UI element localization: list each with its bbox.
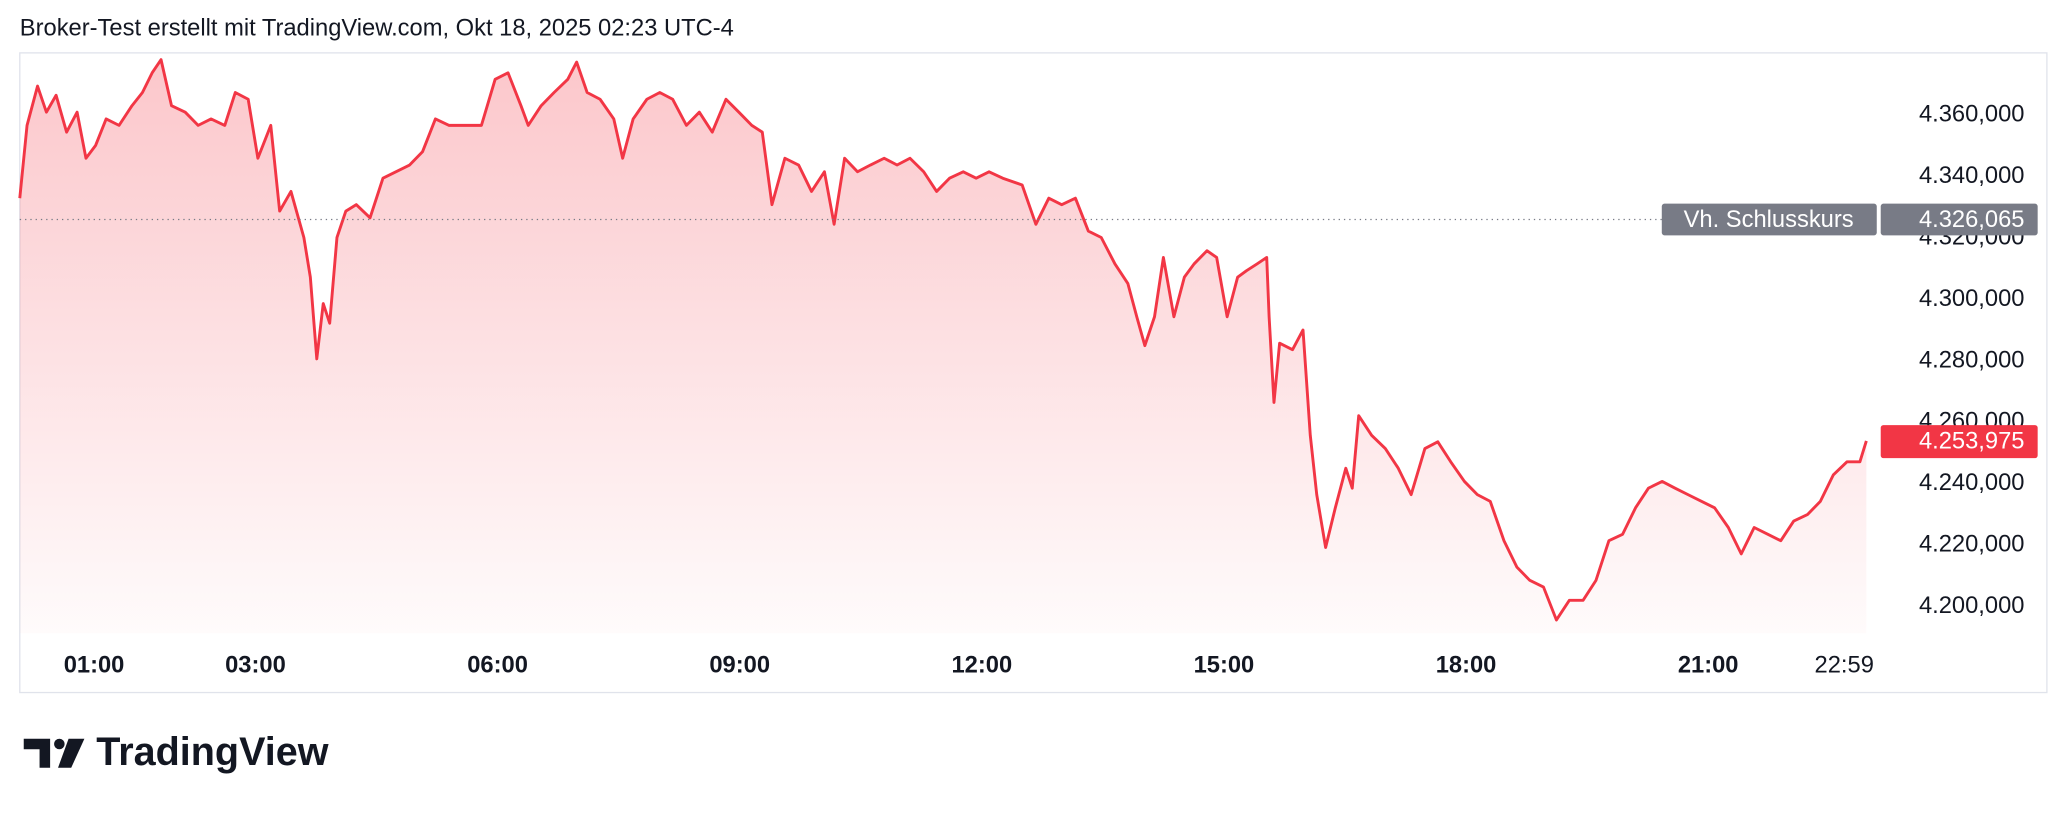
last-price-label: 4.253,975 — [1919, 429, 2025, 455]
x-tick-label: 01:00 — [64, 652, 125, 678]
x-tick-label: 15:00 — [1194, 652, 1255, 678]
x-tick-label: 09:00 — [709, 652, 770, 678]
logo-icon — [58, 738, 85, 768]
logo-icon — [54, 738, 65, 750]
y-tick-label: 4.240,000 — [1919, 470, 2025, 496]
y-tick-label: 4.200,000 — [1919, 593, 2025, 619]
previous-close-name-box — [1661, 203, 1877, 236]
x-tick-label: 21:00 — [1678, 652, 1739, 678]
x-tick-label: 06:00 — [467, 652, 528, 678]
x-tick-label: 18:00 — [1436, 652, 1497, 678]
y-tick-label: 4.300,000 — [1919, 286, 2025, 312]
area-fill — [19, 59, 1867, 634]
y-tick-label: 4.280,000 — [1919, 347, 2025, 373]
price-line — [18, 58, 1868, 622]
logo: TradingView — [23, 730, 329, 774]
x-tick-label: 03:00 — [225, 652, 286, 678]
logo-text: TradingView — [96, 730, 328, 774]
previous-close-label: 4.326,065 — [1919, 207, 2025, 233]
plot-area — [18, 58, 1868, 634]
y-tick-label: 4.220,000 — [1919, 532, 2025, 558]
price-labels: Vh. Schlusskurs 4.326,065 4.253,975 — [1661, 203, 2038, 459]
last-price-box — [1880, 425, 2038, 459]
previous-close-name: Vh. Schlusskurs — [1684, 207, 1854, 233]
y-tick-label: 4.340,000 — [1919, 163, 2025, 189]
chart-title: Broker-Test erstellt mit TradingView.com… — [20, 15, 734, 41]
x-tick-label: 22:59 — [1815, 652, 1874, 678]
y-tick-label: 4.360,000 — [1919, 102, 2025, 128]
previous-close-box — [1880, 203, 2038, 236]
x-tick-label: 12:00 — [951, 652, 1012, 678]
logo-icon — [23, 738, 51, 768]
